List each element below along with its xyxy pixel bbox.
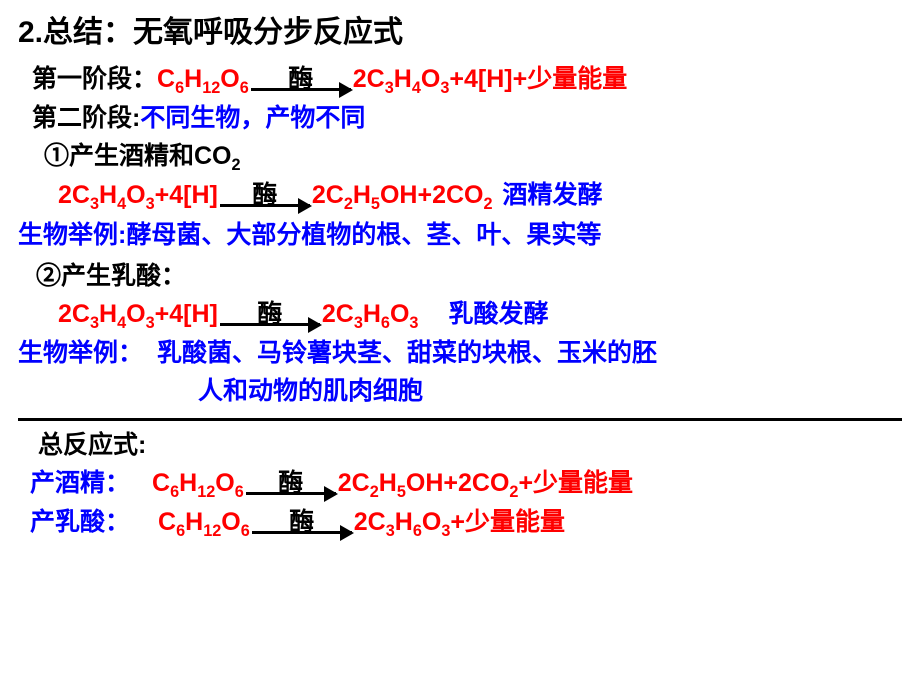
path1-examples-row: 生物举例: 酵母菌、大部分植物的根、茎、叶、果实等 [18, 217, 902, 255]
path1-eq-row: 2C3H4O3+4[H] 酶 2C2H5OH+2CO2 酒精发酵 [18, 177, 902, 216]
stage2-row: 第二阶段: 不同生物，产物不同 [18, 100, 902, 138]
overall-lactic-label: 产乳酸： [30, 504, 130, 542]
reaction-arrow: 酶 [246, 471, 336, 495]
overall-alcohol-reactant: C6H12O6 [152, 465, 244, 504]
path2-examples-row2: 人和动物的肌肉细胞 [18, 373, 902, 411]
arrow-line [246, 492, 336, 495]
path2-name: 乳酸发酵 [448, 296, 548, 334]
reaction-arrow: 酶 [252, 510, 352, 534]
path1-heading-row: ①产生酒精和CO2 [18, 138, 902, 177]
stage2-note: 不同生物，产物不同 [140, 100, 365, 138]
path2-product: 2C3H6O3 [322, 296, 419, 335]
path2-examples-line2: 人和动物的肌肉细胞 [198, 373, 423, 411]
path1-product: 2C2H5OH+2CO2 [312, 177, 493, 216]
path2-examples-line1: 乳酸菌、马铃薯块茎、甜菜的块根、玉米的胚 [157, 335, 657, 373]
arrow-line [220, 323, 320, 326]
slide-title: 2.总结：无氧呼吸分步反应式 [18, 10, 902, 55]
reaction-arrow: 酶 [220, 302, 320, 326]
path2-heading-row: ②产生乳酸： [18, 258, 902, 296]
stage1-label: 第一阶段： [32, 61, 157, 99]
arrow-line [252, 531, 352, 534]
overall-label-row: 总反应式: [18, 427, 902, 465]
examples-label: 生物举例： [18, 335, 143, 373]
path2-reactant: 2C3H4O3+4[H] [58, 296, 218, 335]
path1-examples: 酵母菌、大部分植物的根、茎、叶、果实等 [126, 217, 601, 255]
path1-heading: ①产生酒精和CO2 [44, 138, 241, 177]
path2-eq-row: 2C3H4O3+4[H] 酶 2C3H6O3 乳酸发酵 [18, 296, 902, 335]
reaction-arrow: 酶 [220, 183, 310, 207]
overall-label: 总反应式: [38, 427, 146, 465]
overall-alcohol-row: 产酒精： C6H12O6 酶 2C2H5OH+2CO2+少量能量 [18, 465, 902, 504]
overall-lactic-product: 2C3H6O3+少量能量 [354, 504, 565, 543]
overall-lactic-row: 产乳酸： C6H12O6 酶 2C3H6O3+少量能量 [18, 504, 902, 543]
overall-alcohol-product: 2C2H5OH+2CO2+少量能量 [338, 465, 633, 504]
path2-heading: ②产生乳酸： [36, 258, 186, 296]
overall-alcohol-label: 产酒精： [30, 465, 130, 503]
path1-reactant: 2C3H4O3+4[H] [58, 177, 218, 216]
path1-name: 酒精发酵 [503, 177, 603, 215]
overall-lactic-reactant: C6H12O6 [158, 504, 250, 543]
section-divider [18, 418, 902, 421]
stage2-label: 第二阶段: [32, 100, 140, 138]
reaction-arrow: 酶 [251, 67, 351, 91]
stage1-row: 第一阶段： C6H12O6 酶 2C3H4O3+4[H]+少量能量 [18, 61, 902, 100]
arrow-line [220, 204, 310, 207]
examples-label: 生物举例: [18, 217, 126, 255]
stage1-reactant: C6H12O6 [157, 61, 249, 100]
path2-examples-row1: 生物举例： 乳酸菌、马铃薯块茎、甜菜的块根、玉米的胚 [18, 335, 902, 373]
arrow-line [251, 88, 351, 91]
stage1-product: 2C3H4O3+4[H]+少量能量 [353, 61, 627, 100]
